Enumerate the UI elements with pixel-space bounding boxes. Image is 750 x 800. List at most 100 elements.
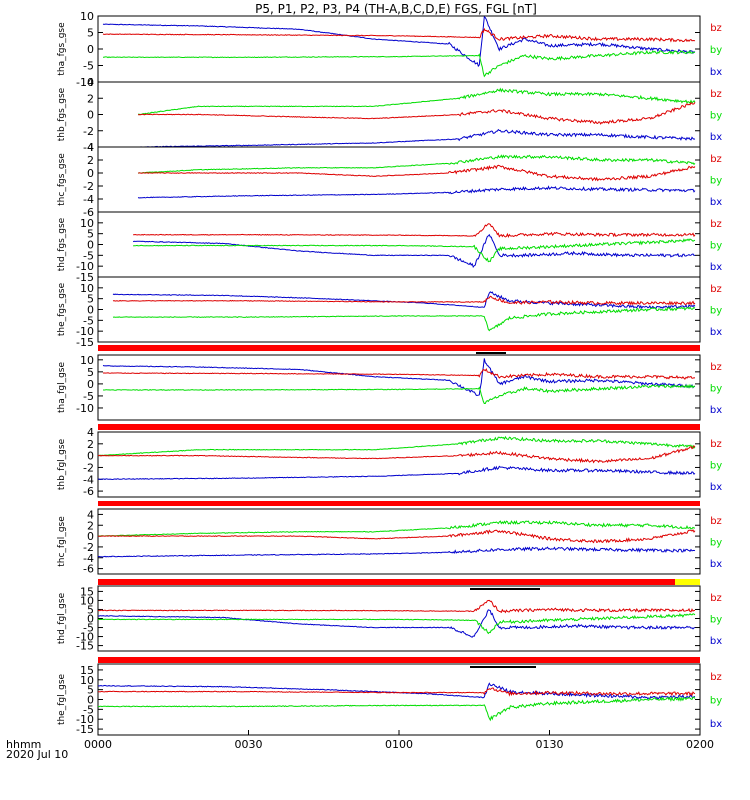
y-tick-label: -5 xyxy=(83,622,94,635)
y-tick-label: -10 xyxy=(76,631,94,644)
x-axis: 0000 0030 0100 0130 0200 xyxy=(84,730,714,751)
legend-by: by xyxy=(710,384,722,395)
panel-frame xyxy=(97,508,701,575)
legend-bz: bz xyxy=(710,516,722,527)
y-tick-label: -2 xyxy=(83,541,94,554)
series-bz xyxy=(98,687,696,697)
x-tick-label: 0130 xyxy=(536,738,564,751)
series-by xyxy=(97,613,696,635)
legend-bx: bx xyxy=(710,559,722,570)
y-tick-label: 5 xyxy=(87,684,94,697)
series-by xyxy=(137,154,696,174)
y-tick-label: 0 xyxy=(87,694,94,707)
y-axis-label: the_fgs_gse xyxy=(57,282,67,336)
y-tick-label: 15 xyxy=(80,664,94,677)
y-tick-label: 5 xyxy=(87,366,94,379)
y-tick-label: -5 xyxy=(83,249,94,262)
legend-bz: bz xyxy=(710,23,722,34)
y-tick-label: -15 xyxy=(76,336,94,349)
legend-bx: bx xyxy=(710,67,722,78)
mode-bar xyxy=(98,424,700,430)
y-tick-label: 4 xyxy=(87,508,94,521)
series-bx xyxy=(138,128,696,148)
legend-by: by xyxy=(710,538,722,549)
y-axis-label: tha_fgl_gse xyxy=(57,362,67,414)
legend-by: by xyxy=(710,111,722,122)
x-tick-label: 0030 xyxy=(235,738,263,751)
y-tick-label: 10 xyxy=(80,10,94,23)
panel-frame xyxy=(97,146,701,213)
series-bz xyxy=(137,164,696,182)
series-bx xyxy=(97,609,696,638)
y-axis-label: thb_fgs_gse xyxy=(57,87,67,141)
legend-by: by xyxy=(710,241,722,252)
date-label: 2020 Jul 10 xyxy=(6,748,68,761)
mode-bar xyxy=(470,588,540,590)
legend-by: by xyxy=(710,306,722,317)
time-unit-label: hhmm xyxy=(6,738,41,751)
series-by xyxy=(138,87,696,116)
legend-bz: bz xyxy=(710,154,722,165)
series-bx xyxy=(97,465,696,481)
y-axis-label: thd_fgs_gse xyxy=(57,217,67,271)
y-tick-label: -10 xyxy=(76,260,94,273)
legend-bx: bx xyxy=(710,482,722,493)
y-tick-label: 0 xyxy=(87,167,94,180)
y-tick-label: 2 xyxy=(87,438,94,451)
panel-frame xyxy=(97,354,701,421)
series-bx xyxy=(112,291,696,310)
y-tick-label: 0 xyxy=(87,378,94,391)
series-bz xyxy=(102,27,696,43)
y-tick-label: -10 xyxy=(76,713,94,726)
y-tick-label: -15 xyxy=(76,723,94,736)
legend-bz: bz xyxy=(710,362,722,373)
y-tick-label: 10 xyxy=(80,217,94,230)
y-tick-label: 10 xyxy=(80,674,94,687)
panel-frame xyxy=(97,663,701,736)
series-bz xyxy=(97,445,696,464)
y-axis-label: thd_fgl_gse xyxy=(57,592,67,644)
y-tick-label: -6 xyxy=(83,563,94,576)
y-tick-label: -6 xyxy=(83,206,94,219)
y-tick-label: -4 xyxy=(83,141,94,154)
series-bx xyxy=(97,546,696,558)
legend-bz: bz xyxy=(710,672,722,683)
y-tick-label: 0 xyxy=(87,530,94,543)
y-tick-label: -6 xyxy=(83,485,94,498)
mode-bar xyxy=(470,666,536,668)
y-axis-label: thc_fgl_gse xyxy=(57,516,67,567)
mode-bar xyxy=(98,501,700,506)
y-tick-label: -4 xyxy=(83,193,94,206)
legend-bz: bz xyxy=(710,284,722,295)
y-tick-label: -15 xyxy=(76,640,94,653)
y-tick-label: -2 xyxy=(83,461,94,474)
series-bx xyxy=(137,185,696,199)
y-tick-label: 10 xyxy=(80,594,94,607)
y-tick-label: -5 xyxy=(83,60,94,73)
y-tick-label: 5 xyxy=(87,228,94,241)
legend-bx: bx xyxy=(710,636,722,647)
legend-bz: bz xyxy=(710,439,722,450)
y-axis-label: tha_fgs_gse xyxy=(57,22,67,76)
legend-bx: bx xyxy=(710,719,722,730)
mode-bar xyxy=(675,579,700,585)
y-tick-label: 2 xyxy=(87,519,94,532)
y-axis-label: the_fgl_gse xyxy=(57,673,67,725)
y-tick-label: -15 xyxy=(76,271,94,284)
y-tick-label: -2 xyxy=(83,180,94,193)
x-tick-label: 0000 xyxy=(84,738,112,751)
mode-bar xyxy=(98,579,675,585)
legend-by: by xyxy=(710,615,722,626)
panel-tha_fgs_gse: -10 -5 0 5 10 tha_fgs_gse bz by bx xyxy=(57,10,722,89)
legend-by: by xyxy=(710,696,722,707)
legend-by: by xyxy=(710,45,722,56)
y-tick-label: -10 xyxy=(76,325,94,338)
y-tick-label: -10 xyxy=(76,76,94,89)
series-bx xyxy=(102,358,696,396)
legend-by: by xyxy=(710,461,722,472)
